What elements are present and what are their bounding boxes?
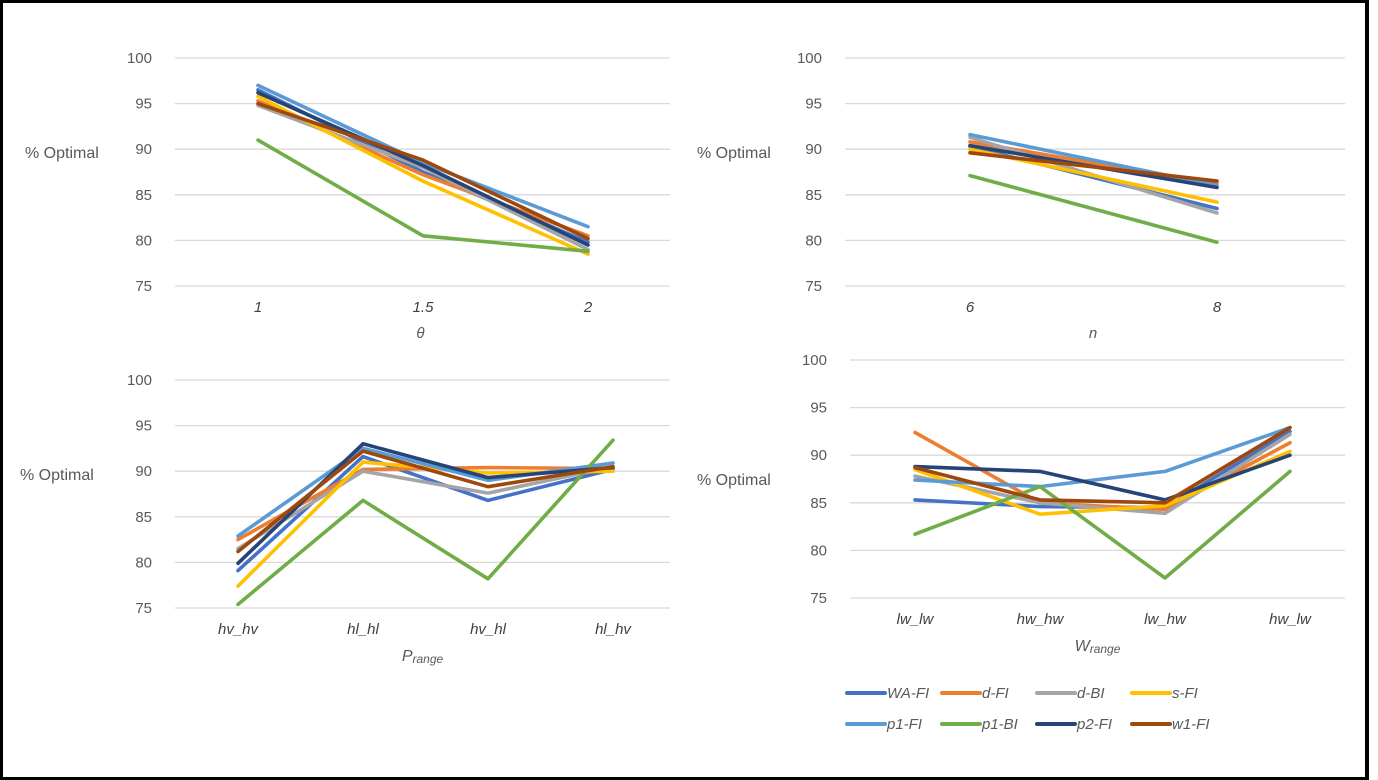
series-line-w1-FI (236, 449, 615, 554)
series-line-d-BI (256, 103, 590, 252)
y-tick-label: 75 (805, 278, 822, 295)
x-axis-title: θ (416, 325, 424, 342)
y-tick-label: 90 (135, 463, 152, 480)
series-line-p1-BI (913, 469, 1292, 580)
y-tick-label: 75 (135, 600, 152, 617)
x-tick-label: hw_hw (1017, 611, 1065, 628)
y-axis-title: % Optimal (20, 467, 94, 484)
x-tick-label: hv_hl (470, 621, 507, 638)
y-tick-label: 95 (805, 96, 822, 113)
x-tick-label: 6 (966, 299, 975, 316)
y-tick-label: 100 (797, 50, 822, 67)
legend-item-p1-FI: p1-FI (845, 716, 922, 733)
series-line-p2-FI (256, 90, 590, 247)
x-tick-label: lw_hw (1144, 611, 1187, 628)
x-axis-title: n (1089, 325, 1097, 342)
chart-panel-wrange: 75 80 85 90 95 100 lw_lw hw_hw lw_hw hw_lw % Optim… (697, 352, 1345, 656)
chart-panel-prange: 75 80 85 90 95 100 hv_hv hl_hl hv_hl hl_hv % Optim… (20, 372, 670, 666)
legend-item-w1-FI: w1-FI (1130, 716, 1210, 733)
y-tick-label: 90 (810, 447, 827, 464)
y-tick-label: 100 (127, 372, 152, 389)
legend-label: d-FI (982, 685, 1009, 702)
y-tick-label: 100 (802, 352, 827, 369)
legend-label: p1-FI (886, 716, 922, 733)
x-tick-label: hv_hv (218, 621, 260, 638)
y-tick-label: 90 (805, 141, 822, 158)
x-tick-label: hl_hl (347, 621, 379, 638)
y-tick-label: 80 (135, 232, 152, 249)
y-tick-label: 80 (805, 232, 822, 249)
x-tick-label: 2 (583, 299, 593, 316)
y-tick-label: 75 (810, 590, 827, 607)
y-tick-label: 95 (135, 418, 152, 435)
legend-label: WA-FI (887, 685, 929, 702)
legend-label: p2-FI (1076, 716, 1112, 733)
y-axis-title: % Optimal (697, 472, 771, 489)
y-tick-label: 85 (135, 509, 152, 526)
legend-label: w1-FI (1172, 716, 1210, 733)
series-line-p2-FI (913, 453, 1292, 502)
legend-label: p1-BI (981, 716, 1018, 733)
y-tick-label: 95 (810, 400, 827, 417)
y-tick-label: 85 (810, 495, 827, 512)
chart-panel-n: 75 80 85 90 95 100 6 8 % Optimal n (697, 50, 1345, 342)
chart-panel-theta: 75 80 85 90 95 100 1 1.5 2 % Optimal θ (25, 50, 670, 342)
series-line-s-FI (256, 94, 590, 256)
series-line-p1-BI (256, 138, 590, 254)
legend-item-p2-FI: p2-FI (1035, 716, 1112, 733)
legend: WA-FI d-FI d-BI s-FI p1-FI p1-BI p2-FI w1-FI (845, 685, 1210, 733)
y-tick-label: 100 (127, 50, 152, 67)
series-line-d-BI (913, 432, 1292, 516)
series-line-w1-FI (913, 425, 1292, 505)
series-line-p1-FI (256, 83, 590, 229)
y-axis-title: % Optimal (697, 145, 771, 162)
legend-item-p1-BI: p1-BI (940, 716, 1018, 733)
y-tick-label: 85 (805, 187, 822, 204)
x-tick-label: hl_hv (595, 621, 632, 638)
y-tick-label: 80 (135, 554, 152, 571)
y-tick-label: 80 (810, 542, 827, 559)
x-axis-title: Wrange (1075, 638, 1121, 656)
series-line-d-BI (236, 464, 615, 551)
y-tick-label: 95 (135, 96, 152, 113)
x-tick-label: lw_lw (897, 611, 935, 628)
legend-item-WA-FI: WA-FI (845, 685, 929, 702)
series-line-w1-FI (256, 101, 590, 241)
y-tick-label: 75 (135, 278, 152, 295)
series-line-p1-BI (236, 438, 615, 607)
series-line-p1-BI (968, 173, 1219, 244)
x-tick-label: 1.5 (413, 299, 435, 316)
legend-item-d-BI: d-BI (1035, 685, 1105, 702)
x-tick-label: hw_lw (1269, 611, 1312, 628)
legend-label: d-BI (1077, 685, 1105, 702)
x-tick-label: 8 (1213, 299, 1222, 316)
x-axis-title: Prange (402, 648, 444, 666)
series-line-WA-FI (236, 454, 615, 573)
y-tick-label: 90 (135, 141, 152, 158)
y-tick-label: 85 (135, 187, 152, 204)
y-axis-title: % Optimal (25, 145, 99, 162)
x-tick-label: 1 (254, 299, 262, 316)
series-line-w1-FI (968, 151, 1219, 183)
legend-item-s-FI: s-FI (1130, 685, 1198, 702)
legend-label: s-FI (1172, 685, 1198, 702)
legend-item-d-FI: d-FI (940, 685, 1009, 702)
